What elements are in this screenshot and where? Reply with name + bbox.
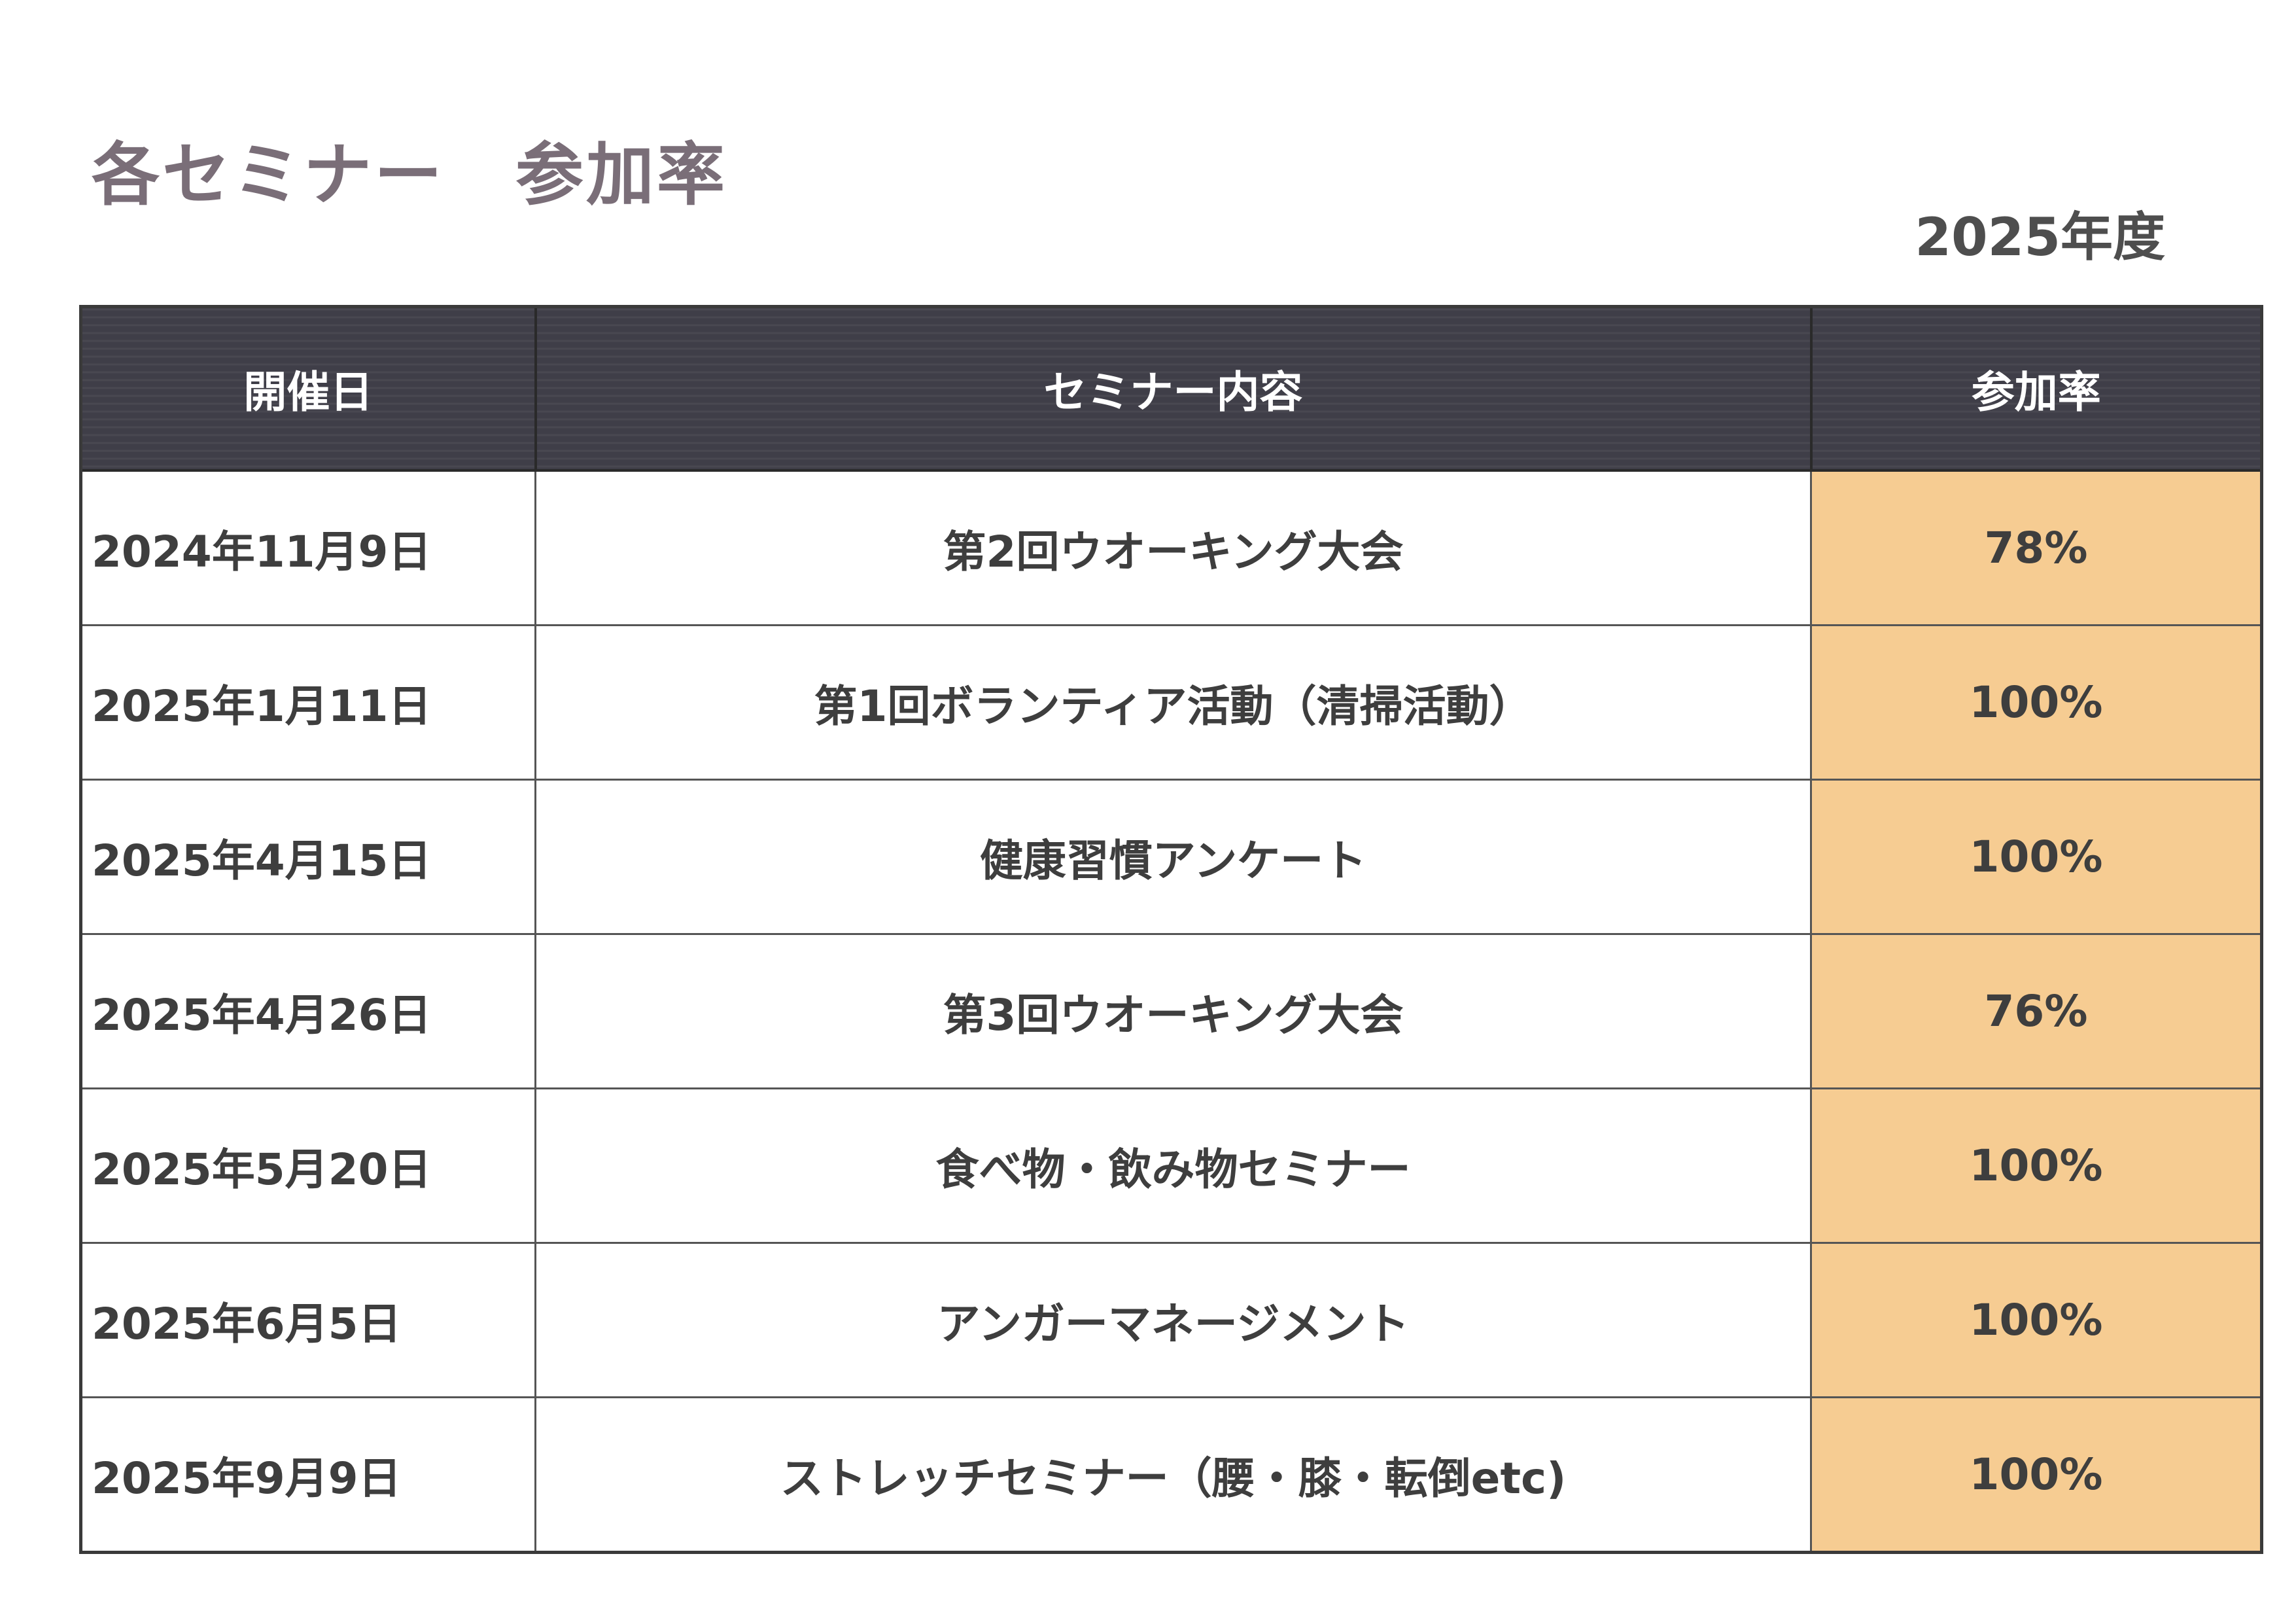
table-row: 2025年4月15日 健康習慣アンケート 100% <box>80 779 2263 935</box>
cell-rate: 100% <box>1810 779 2263 935</box>
cell-content: 第3回ウオーキング大会 <box>534 933 1812 1089</box>
table-header-row: 開催日 セミナー内容 参加率 <box>79 305 2263 472</box>
table-row: 2025年4月26日 第3回ウオーキング大会 76% <box>80 933 2263 1089</box>
cell-rate: 76% <box>1810 933 2263 1089</box>
cell-content: 健康習慣アンケート <box>534 779 1812 935</box>
cell-rate: 100% <box>1810 1242 2263 1398</box>
cell-date: 2025年6月5日 <box>80 1242 536 1398</box>
cell-content: 食べ物・飲み物セミナー <box>534 1087 1812 1244</box>
table-row: 2025年5月20日 食べ物・飲み物セミナー 100% <box>80 1087 2263 1244</box>
cell-content: アンガーマネージメント <box>534 1242 1812 1398</box>
cell-date: 2025年5月20日 <box>80 1087 536 1244</box>
cell-content: ストレッチセミナー（腰・膝・転倒etc) <box>534 1396 1812 1553</box>
cell-rate: 78% <box>1810 469 2263 626</box>
header-rate: 参加率 <box>1809 305 2263 472</box>
fiscal-year-label: 2025年度 <box>1915 207 2165 268</box>
header-date: 開催日 <box>79 305 537 472</box>
header-content: セミナー内容 <box>534 305 1813 472</box>
table-row: 2024年11月9日 第2回ウオーキング大会 78% <box>80 469 2263 626</box>
seminar-attendance-table: 開催日 セミナー内容 参加率 2024年11月9日 第2回ウオーキング大会 78… <box>79 305 2263 1554</box>
cell-rate: 100% <box>1810 624 2263 781</box>
cell-date: 2025年4月26日 <box>80 933 536 1089</box>
table-row: 2025年6月5日 アンガーマネージメント 100% <box>80 1242 2263 1398</box>
cell-date: 2024年11月9日 <box>80 469 536 626</box>
cell-date: 2025年4月15日 <box>80 779 536 935</box>
cell-date: 2025年1月11日 <box>80 624 536 781</box>
cell-content: 第2回ウオーキング大会 <box>534 469 1812 626</box>
cell-date: 2025年9月9日 <box>80 1396 536 1553</box>
page-title: 各セミナー 参加率 <box>92 135 728 215</box>
cell-content: 第1回ボランティア活動（清掃活動） <box>534 624 1812 781</box>
table-row: 2025年9月9日 ストレッチセミナー（腰・膝・転倒etc) 100% <box>80 1396 2263 1553</box>
table-row: 2025年1月11日 第1回ボランティア活動（清掃活動） 100% <box>80 624 2263 781</box>
cell-rate: 100% <box>1810 1396 2263 1553</box>
cell-rate: 100% <box>1810 1087 2263 1244</box>
